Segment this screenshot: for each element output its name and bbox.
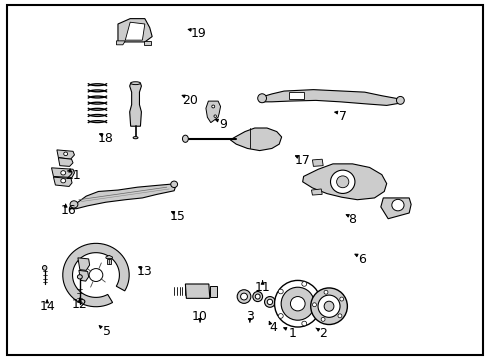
Polygon shape — [230, 128, 282, 150]
Text: 17: 17 — [294, 154, 311, 167]
Ellipse shape — [331, 170, 355, 193]
Polygon shape — [210, 286, 217, 297]
Text: 15: 15 — [170, 210, 186, 223]
Text: 9: 9 — [220, 118, 227, 131]
Polygon shape — [303, 164, 387, 200]
Ellipse shape — [61, 171, 66, 175]
Text: 19: 19 — [191, 27, 206, 40]
Polygon shape — [106, 255, 113, 258]
Text: 3: 3 — [246, 310, 254, 323]
Ellipse shape — [267, 299, 272, 305]
Ellipse shape — [133, 136, 138, 139]
Ellipse shape — [302, 321, 307, 326]
Text: 13: 13 — [137, 265, 153, 278]
Ellipse shape — [77, 275, 82, 279]
Ellipse shape — [241, 293, 247, 300]
Text: 1: 1 — [289, 327, 297, 340]
Ellipse shape — [212, 105, 215, 108]
Ellipse shape — [131, 82, 141, 85]
Polygon shape — [79, 270, 89, 281]
Ellipse shape — [237, 290, 251, 303]
Ellipse shape — [61, 179, 66, 183]
Ellipse shape — [302, 282, 307, 286]
Ellipse shape — [392, 199, 404, 211]
Text: 20: 20 — [182, 94, 198, 107]
Ellipse shape — [317, 301, 321, 306]
Ellipse shape — [258, 94, 267, 103]
Polygon shape — [53, 177, 72, 186]
Ellipse shape — [214, 115, 217, 117]
Polygon shape — [58, 158, 73, 166]
Ellipse shape — [324, 301, 334, 311]
Ellipse shape — [321, 318, 325, 321]
Polygon shape — [313, 159, 323, 166]
Polygon shape — [185, 284, 210, 298]
Polygon shape — [312, 189, 322, 195]
Polygon shape — [144, 41, 151, 45]
Ellipse shape — [64, 152, 68, 156]
Ellipse shape — [340, 297, 343, 301]
Text: 12: 12 — [72, 298, 88, 311]
Text: 16: 16 — [60, 204, 76, 217]
Text: 6: 6 — [358, 253, 366, 266]
Text: 5: 5 — [103, 325, 111, 338]
Ellipse shape — [337, 176, 349, 188]
Polygon shape — [70, 184, 176, 209]
Ellipse shape — [311, 288, 347, 324]
Ellipse shape — [182, 135, 188, 142]
Polygon shape — [57, 150, 74, 159]
Ellipse shape — [255, 294, 260, 299]
Polygon shape — [117, 41, 125, 45]
Polygon shape — [206, 101, 220, 123]
Ellipse shape — [70, 201, 78, 208]
Ellipse shape — [89, 269, 103, 282]
Ellipse shape — [291, 297, 305, 311]
Polygon shape — [125, 22, 145, 40]
Text: 7: 7 — [339, 110, 347, 123]
Text: 10: 10 — [192, 310, 208, 323]
Polygon shape — [63, 243, 129, 307]
Ellipse shape — [324, 290, 328, 294]
Ellipse shape — [278, 289, 283, 294]
Polygon shape — [78, 258, 90, 270]
Ellipse shape — [265, 297, 275, 307]
Polygon shape — [118, 19, 152, 42]
Polygon shape — [260, 90, 401, 105]
Ellipse shape — [313, 303, 317, 307]
Text: 14: 14 — [39, 300, 55, 313]
Text: 11: 11 — [255, 281, 270, 294]
Ellipse shape — [396, 96, 404, 104]
Ellipse shape — [318, 295, 340, 318]
Ellipse shape — [171, 181, 177, 188]
Text: 2: 2 — [319, 327, 327, 340]
Ellipse shape — [281, 287, 315, 320]
Text: 18: 18 — [98, 132, 114, 145]
Polygon shape — [51, 168, 74, 177]
Polygon shape — [289, 93, 304, 99]
Polygon shape — [381, 198, 411, 219]
Text: 4: 4 — [270, 320, 277, 333]
Polygon shape — [130, 83, 142, 126]
Text: 21: 21 — [65, 169, 81, 182]
Ellipse shape — [43, 266, 47, 270]
Ellipse shape — [274, 280, 321, 327]
Ellipse shape — [278, 314, 283, 318]
Polygon shape — [107, 258, 111, 264]
Ellipse shape — [338, 314, 342, 318]
Text: 8: 8 — [348, 213, 357, 226]
Ellipse shape — [253, 292, 263, 302]
